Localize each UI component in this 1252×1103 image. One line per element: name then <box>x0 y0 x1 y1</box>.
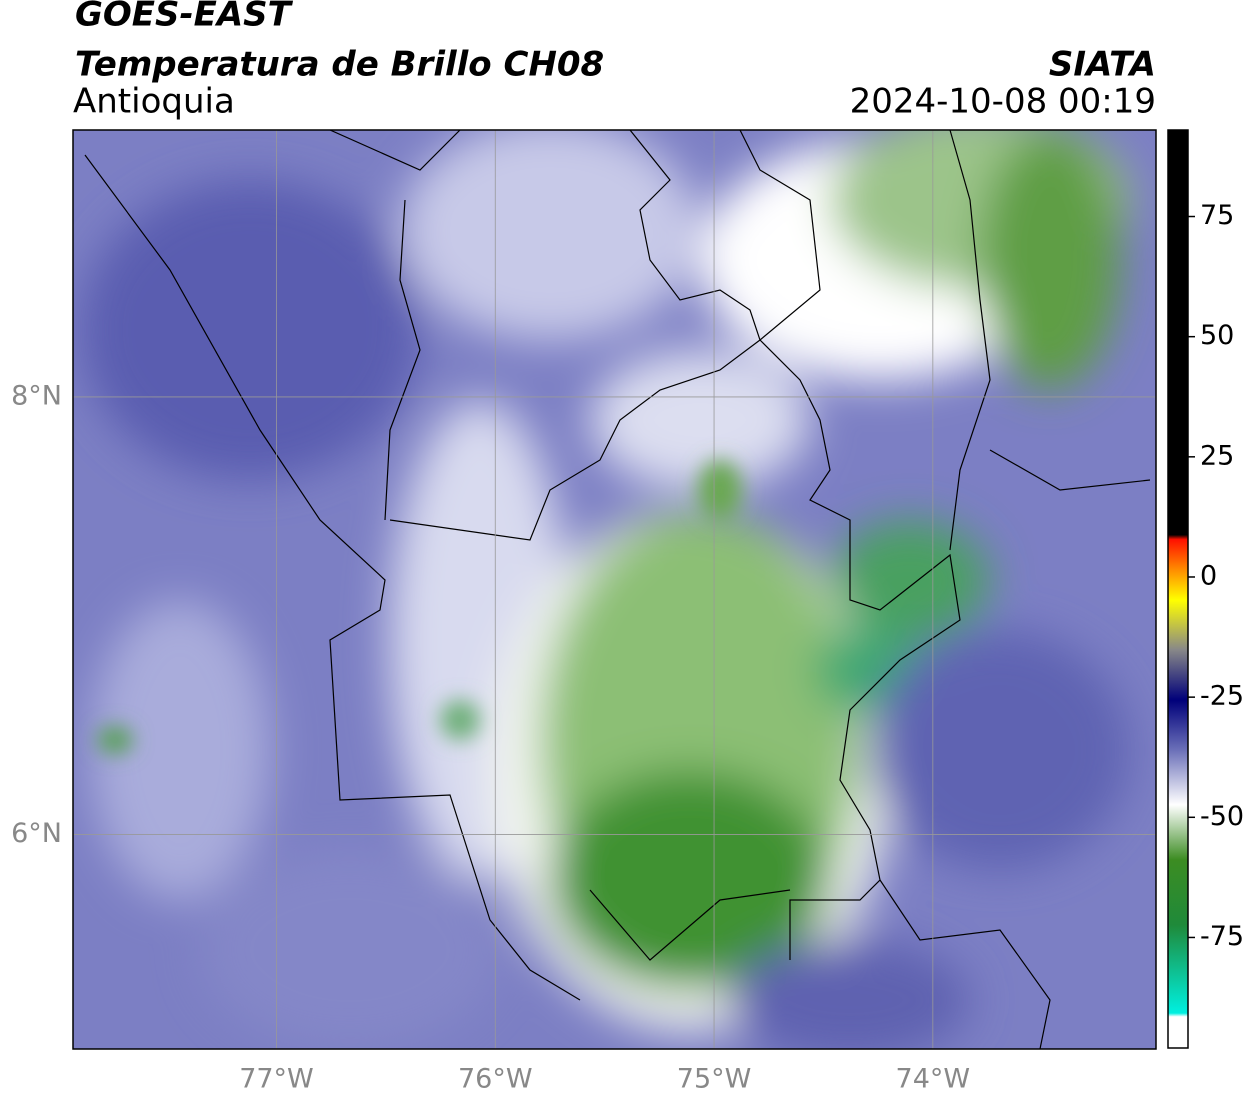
colorbar-tick-label: 50 <box>1200 320 1234 351</box>
y-tick-label: 6°N <box>11 818 62 849</box>
region: Antioquia <box>73 82 235 122</box>
colorbar-tick-label: -25 <box>1200 681 1244 712</box>
x-tick-label: 76°W <box>458 1064 533 1095</box>
x-tick-label: 75°W <box>677 1064 752 1095</box>
colorbar <box>1167 129 1189 1049</box>
satellite-image <box>73 130 1156 1049</box>
colorbar-tick-label: -50 <box>1200 801 1244 832</box>
subtitle: Temperatura de Brillo CH08 <box>75 45 604 85</box>
x-tick-label: 74°W <box>896 1064 971 1095</box>
map-frame <box>72 129 1157 1050</box>
colorbar-tick-label: 25 <box>1200 440 1234 471</box>
title: GOES-EAST <box>75 0 294 35</box>
colorbar-tick-label: -75 <box>1200 921 1244 952</box>
grid <box>73 130 1156 1049</box>
source: SIATA <box>1049 45 1156 85</box>
colorbar-tick-label: 75 <box>1200 200 1234 231</box>
datetime: 2024-10-08 00:19 <box>850 82 1156 122</box>
x-tick-label: 77°W <box>239 1064 314 1095</box>
y-tick-label: 8°N <box>11 380 62 411</box>
colorbar-tick-label: 0 <box>1200 560 1217 591</box>
